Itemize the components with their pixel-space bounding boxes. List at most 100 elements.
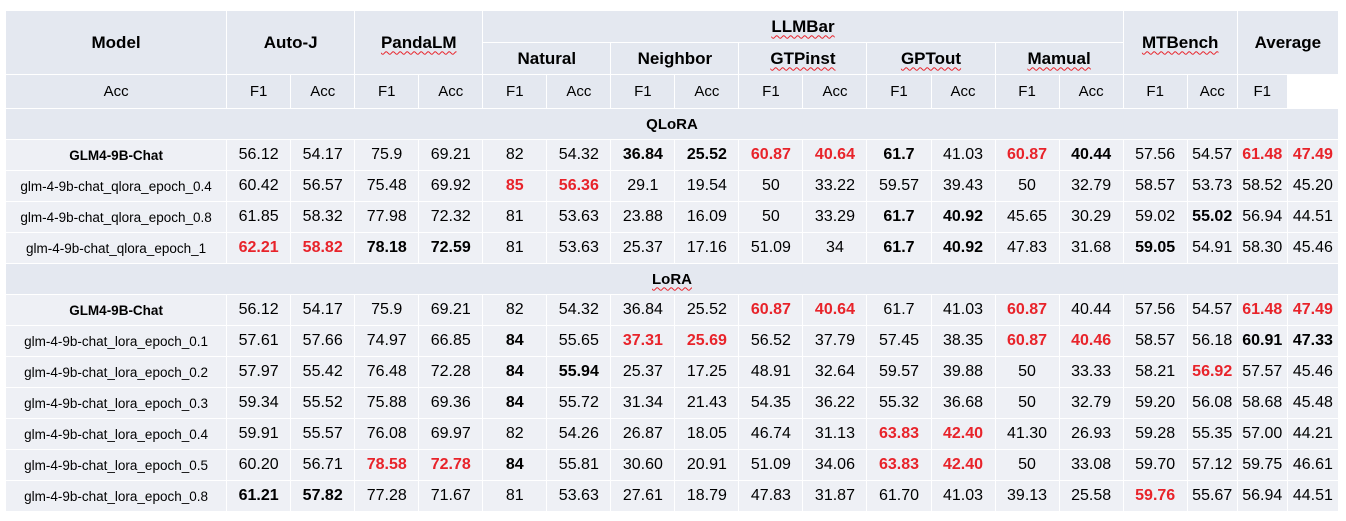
f1-value-cell: 69.92 (418, 170, 484, 202)
acc-value-cell: 82 (482, 294, 548, 326)
acc-value-cell: 50 (994, 356, 1060, 388)
f1-value-cell: 32.79 (1058, 170, 1124, 202)
f1-value-cell: 66.85 (418, 325, 484, 357)
acc-value-cell: 60.42 (226, 170, 292, 202)
f1-value-cell: 45.46 (1286, 356, 1340, 388)
section-header-row: LoRA (5, 263, 1339, 295)
results-table: Model Auto-J PandaLM LLMBar MTBench Aver… (4, 10, 1340, 512)
acc-value-cell: 58.52 (1236, 170, 1288, 202)
section-header-row: QLoRA (5, 108, 1339, 140)
f1-value-cell: 25.52 (674, 139, 740, 171)
acc-value-cell: 57.56 (1122, 139, 1188, 171)
group-header-llmbar: LLMBar (482, 10, 1124, 43)
subgroup-header-neighbor: Neighbor (610, 42, 740, 75)
acc-value-cell: 59.76 (1122, 480, 1188, 512)
acc-value-cell: 60.20 (226, 449, 292, 481)
acc-value-cell: 85 (482, 170, 548, 202)
f1-value-cell: 54.17 (290, 139, 356, 171)
acc-value-cell: 77.98 (354, 201, 420, 233)
acc-value-cell: 25.37 (610, 356, 676, 388)
acc-value-cell: 54.35 (738, 387, 804, 419)
f1-value-cell: 37.79 (802, 325, 868, 357)
f1-value-cell: 54.17 (290, 294, 356, 326)
f1-value-cell: 53.73 (1186, 170, 1238, 202)
acc-value-cell: 56.94 (1236, 201, 1288, 233)
f1-value-cell: 54.32 (546, 294, 612, 326)
metric-header-f1: F1 (738, 74, 804, 109)
acc-value-cell: 50 (994, 449, 1060, 481)
f1-value-cell: 16.09 (674, 201, 740, 233)
acc-value-cell: 57.61 (226, 325, 292, 357)
f1-value-cell: 56.71 (290, 449, 356, 481)
acc-value-cell: 47.83 (738, 480, 804, 512)
subgroup-header-gptout: GPTout (866, 42, 996, 75)
acc-value-cell: 59.02 (1122, 201, 1188, 233)
acc-value-cell: 60.87 (994, 294, 1060, 326)
f1-value-cell: 21.43 (674, 387, 740, 419)
f1-value-cell: 47.33 (1286, 325, 1340, 357)
table-row: GLM4-9B-Chat 56.12 54.17 75.9 69.21 82 54.32 36… (4, 139, 1340, 171)
acc-value-cell: 60.87 (994, 139, 1060, 171)
acc-value-cell: 62.21 (226, 232, 292, 264)
acc-value-cell: 75.48 (354, 170, 420, 202)
acc-value-cell: 25.37 (610, 232, 676, 264)
f1-value-cell: 40.44 (1058, 139, 1124, 171)
acc-value-cell: 61.85 (226, 201, 292, 233)
f1-value-cell: 42.40 (930, 449, 996, 481)
f1-value-cell: 32.64 (802, 356, 868, 388)
acc-value-cell: 77.28 (354, 480, 420, 512)
f1-value-cell: 45.20 (1286, 170, 1340, 202)
acc-value-cell: 36.84 (610, 139, 676, 171)
f1-value-cell: 55.65 (546, 325, 612, 357)
acc-value-cell: 78.58 (354, 449, 420, 481)
table-row: glm-4-9b-chat_qlora_epoch_0.4 60.42 56.57 7… (4, 170, 1340, 202)
f1-value-cell: 34 (802, 232, 868, 264)
metric-header-f1: F1 (994, 74, 1060, 109)
metric-header-f1: F1 (354, 74, 420, 109)
f1-value-cell: 41.03 (930, 480, 996, 512)
metric-header-acc: Acc (930, 74, 996, 109)
f1-value-cell: 31.13 (802, 418, 868, 450)
acc-value-cell: 60.91 (1236, 325, 1288, 357)
acc-value-cell: 84 (482, 356, 548, 388)
model-name-cell: glm-4-9b-chat_lora_epoch_0.4 (4, 418, 228, 450)
acc-value-cell: 41.30 (994, 418, 1060, 450)
acc-value-cell: 60.87 (994, 325, 1060, 357)
model-name-cell: glm-4-9b-chat_qlora_epoch_1 (4, 232, 228, 264)
acc-value-cell: 58.30 (1236, 232, 1288, 264)
f1-value-cell: 58.32 (290, 201, 356, 233)
acc-value-cell: 55.32 (866, 387, 932, 419)
f1-value-cell: 53.63 (546, 480, 612, 512)
model-name-cell: GLM4-9B-Chat (4, 294, 228, 326)
f1-value-cell: 58.82 (290, 232, 356, 264)
metric-header-f1: F1 (226, 74, 292, 109)
acc-value-cell: 82 (482, 418, 548, 450)
acc-value-cell: 58.57 (1122, 170, 1188, 202)
metric-header-f1: F1 (1236, 74, 1288, 109)
acc-value-cell: 58.21 (1122, 356, 1188, 388)
model-name-cell: glm-4-9b-chat_lora_epoch_0.8 (4, 480, 228, 512)
acc-value-cell: 59.91 (226, 418, 292, 450)
section-title-label: LoRA (652, 270, 692, 288)
acc-value-cell: 61.48 (1236, 294, 1288, 326)
subgroup-header-mamual-label: Mamual (1027, 48, 1091, 68)
acc-value-cell: 29.1 (610, 170, 676, 202)
acc-value-cell: 36.84 (610, 294, 676, 326)
f1-value-cell: 34.06 (802, 449, 868, 481)
f1-value-cell: 39.88 (930, 356, 996, 388)
f1-value-cell: 33.22 (802, 170, 868, 202)
acc-value-cell: 50 (994, 387, 1060, 419)
acc-value-cell: 59.57 (866, 356, 932, 388)
acc-value-cell: 75.9 (354, 294, 420, 326)
metric-header-f1: F1 (1122, 74, 1188, 109)
model-column-header: Model (4, 10, 228, 75)
acc-value-cell: 81 (482, 201, 548, 233)
f1-value-cell: 71.67 (418, 480, 484, 512)
f1-value-cell: 72.28 (418, 356, 484, 388)
acc-value-cell: 26.87 (610, 418, 676, 450)
f1-value-cell: 69.97 (418, 418, 484, 450)
f1-value-cell: 54.57 (1186, 139, 1238, 171)
model-name-cell: glm-4-9b-chat_qlora_epoch_0.8 (4, 201, 228, 233)
f1-value-cell: 55.35 (1186, 418, 1238, 450)
acc-value-cell: 78.18 (354, 232, 420, 264)
